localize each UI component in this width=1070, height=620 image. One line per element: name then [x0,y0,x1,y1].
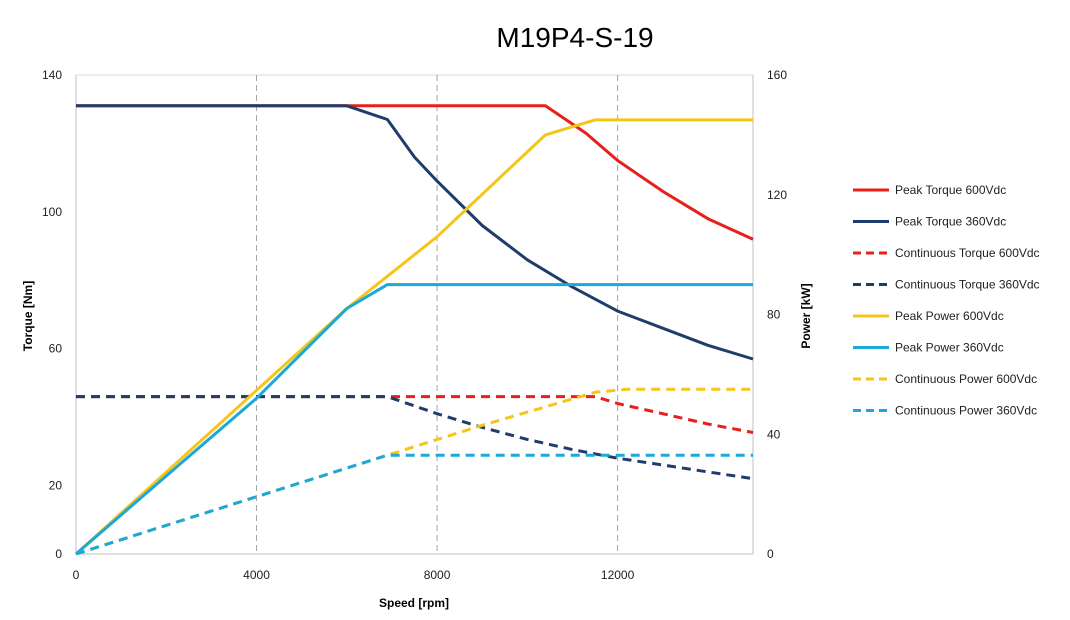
y-right-tick-label: 160 [767,68,787,82]
chart-title: M19P4-S-19 [496,22,654,53]
tick-layer: 0 4000 8000 12000 0 20 60 100 140 0 40 80 120 160 [42,68,787,582]
x-tick-label: 4000 [243,568,270,582]
legend-label-peak-torque-360vdc: Peak Torque 360Vdc [895,215,1006,229]
legend-label-peak-power-600vdc: Peak Power 600Vdc [895,309,1004,323]
series-line-peak-torque-600vdc [76,104,754,241]
y-axis-left-title: Torque [Nm] [21,281,35,351]
legend-label-continuous-torque-360vdc: Continuous Torque 360Vdc [895,278,1040,292]
y-left-tick-label: 20 [49,479,63,493]
x-axis-title: Speed [rpm] [379,596,449,610]
y-left-tick-label: 140 [42,68,62,82]
y-right-tick-label: 80 [767,308,781,322]
y-right-tick-label: 0 [767,547,774,561]
series-line-continuous-power-360vdc [75,453,753,556]
legend-label-continuous-torque-600vdc: Continuous Torque 600Vdc [895,246,1040,260]
x-tick-label: 8000 [424,568,451,582]
y-left-tick-label: 100 [42,205,62,219]
axis-layer [75,75,754,555]
legend-label-continuous-power-360vdc: Continuous Power 360Vdc [895,404,1037,418]
y-axis-right-title: Power [kW] [799,283,813,348]
x-tick-label: 0 [73,568,80,582]
series-line-continuous-torque-600vdc [76,395,754,434]
y-left-tick-label: 0 [55,547,62,561]
grid-layer [76,74,753,554]
y-left-tick-label: 60 [49,342,63,356]
legend: Peak Torque 600Vdc Peak Torque 360Vdc Cont… [853,183,1040,418]
y-right-tick-label: 120 [767,188,787,202]
series-line-peak-power-360vdc [75,283,753,556]
series-layer [74,104,754,556]
series-line-peak-power-600vdc [74,118,753,556]
series-line-continuous-power-600vdc [75,387,753,556]
y-right-tick-label: 40 [767,427,781,441]
x-tick-label: 12000 [601,568,635,582]
series-line-continuous-torque-360vdc [76,395,754,481]
legend-label-continuous-power-600vdc: Continuous Power 600Vdc [895,372,1037,386]
legend-label-peak-power-360vdc: Peak Power 360Vdc [895,341,1004,355]
series-line-peak-torque-360vdc [76,104,754,361]
legend-label-peak-torque-600vdc: Peak Torque 600Vdc [895,183,1006,197]
